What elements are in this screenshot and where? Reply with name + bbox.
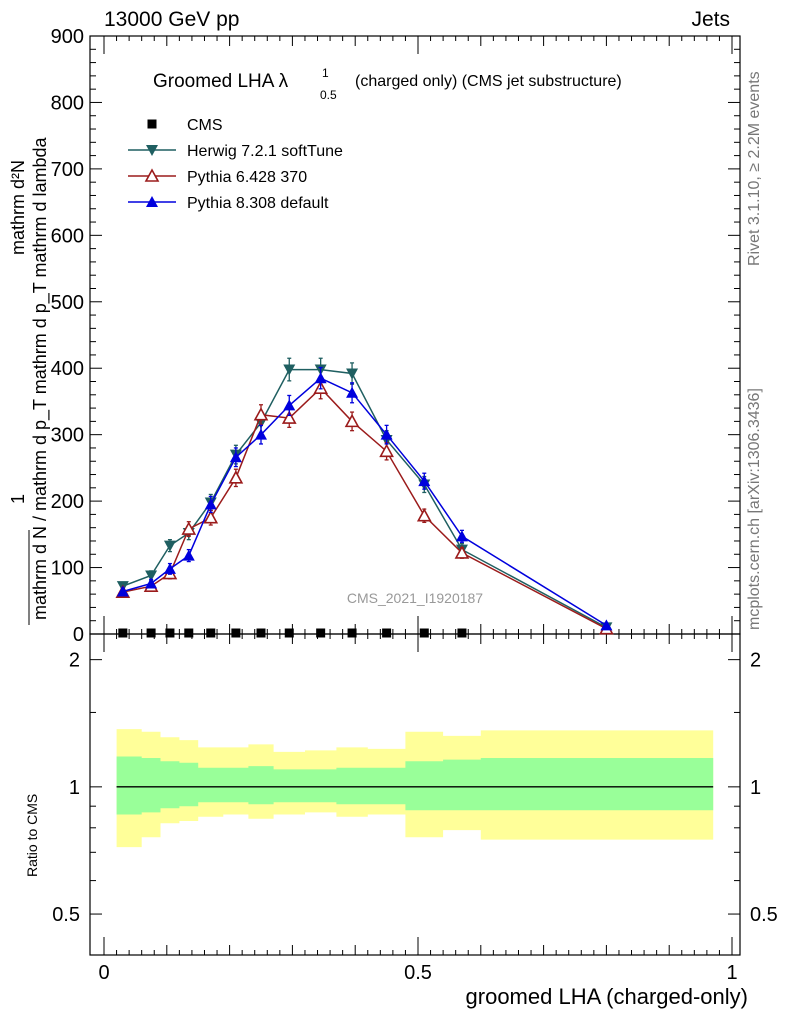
legend-marker xyxy=(144,168,160,182)
y-label-denominator: mathrm d N / mathrm d p_T mathrm d p_T m… xyxy=(30,137,51,620)
main-y-tick-label: 0 xyxy=(73,624,84,646)
data-point xyxy=(229,451,242,463)
data-point xyxy=(283,364,296,376)
data-point xyxy=(600,619,613,631)
legend-label: Pythia 8.308 default xyxy=(187,195,329,212)
main-y-tick-label: 800 xyxy=(51,92,84,114)
plot-frames xyxy=(89,35,741,956)
series-3 xyxy=(116,366,613,631)
watermark: CMS_2021_I1920187 xyxy=(347,590,483,606)
data-point xyxy=(181,521,197,535)
main-y-tick-label: 600 xyxy=(51,225,84,247)
ratio-y-tick-label: 1 xyxy=(69,777,80,799)
data-point xyxy=(346,368,359,380)
y-label-one: 1 xyxy=(8,494,28,504)
data-point xyxy=(231,628,241,638)
data-point xyxy=(255,428,267,440)
x-tick-label: 1 xyxy=(726,962,737,984)
data-point xyxy=(455,530,468,542)
main-y-tick-label: 500 xyxy=(51,292,84,314)
ratio-y-tick-label: 0.5 xyxy=(52,904,80,926)
x-tick-label: 0.5 xyxy=(404,962,432,984)
main-y-tick-label: 700 xyxy=(51,159,84,181)
data-point xyxy=(416,508,432,522)
data-point xyxy=(182,549,195,561)
data-point xyxy=(184,628,194,638)
plot-text: 0 100 200 300 400 500 600 700 800 900 0 0.5 1 0.5 0.5 1… xyxy=(8,26,778,984)
data-point xyxy=(379,443,394,458)
legend-label: Herwig 7.2.1 softTune xyxy=(187,143,343,160)
header-category: Jets xyxy=(691,8,730,31)
data-point xyxy=(316,628,326,638)
data-point xyxy=(203,510,219,524)
data-point xyxy=(146,628,156,638)
series-0 xyxy=(118,628,467,638)
data-point xyxy=(314,372,327,384)
ratio-y-tick-label: 2 xyxy=(69,650,80,672)
data-point xyxy=(418,475,431,487)
data-point xyxy=(380,428,393,440)
data-point xyxy=(346,386,359,398)
ratio-y-tick-label-right: 1 xyxy=(750,777,761,799)
ratio-band-stat xyxy=(116,756,714,815)
data-point xyxy=(165,628,175,638)
data-point xyxy=(283,399,296,411)
header-process: 13000 GeV pp xyxy=(104,8,240,31)
data-point xyxy=(116,585,129,597)
main-y-axis-label: mathrm d N / mathrm d p_T mathrm d p_T m… xyxy=(8,137,51,625)
data-point xyxy=(419,628,429,638)
data-point xyxy=(344,413,360,428)
chart-title-sup: 1 xyxy=(322,66,329,80)
main-series xyxy=(115,357,614,638)
main-y-tick-label: 100 xyxy=(51,558,84,580)
data-point xyxy=(145,577,158,589)
chart-title: Groomed LHA λ xyxy=(153,71,289,92)
data-point xyxy=(118,628,128,638)
ratio-bands xyxy=(116,729,714,848)
data-point xyxy=(145,570,158,582)
data-point xyxy=(347,628,357,638)
chart-title-sub: 0.5 xyxy=(320,88,337,102)
legend: CMS Herwig 7.2.1 softTune Pythia 6.428 370… xyxy=(128,117,343,212)
data-point xyxy=(206,628,216,638)
axis-ticks xyxy=(90,35,740,955)
series-line xyxy=(122,377,607,627)
data-point xyxy=(256,628,266,638)
data-point xyxy=(281,410,297,424)
x-axis-label: groomed LHA (charged-only) xyxy=(465,984,748,1009)
data-point xyxy=(204,498,217,510)
data-point xyxy=(454,545,470,559)
ratio-y-tick-label-right: 0.5 xyxy=(750,904,778,926)
legend-marker xyxy=(147,119,157,129)
ratio-plot-frame xyxy=(89,633,741,956)
data-point xyxy=(163,562,176,574)
data-point xyxy=(382,628,392,638)
data-point xyxy=(284,628,294,638)
data-point xyxy=(457,628,467,638)
main-y-tick-label: 400 xyxy=(51,358,84,380)
x-tick-label: 0 xyxy=(98,962,109,984)
legend-label: Pythia 6.428 370 xyxy=(187,169,307,186)
main-y-tick-label: 200 xyxy=(51,491,84,513)
data-point xyxy=(228,470,244,484)
main-y-tick-label: 900 xyxy=(51,26,84,48)
main-y-tick-label: 300 xyxy=(51,425,84,447)
ratio-y-axis-label: Ratio to CMS xyxy=(24,794,40,877)
chart-title-suffix: (charged only) (CMS jet substructure) xyxy=(355,73,622,90)
y-label-numerator: mathrm d²N xyxy=(8,160,28,255)
legend-marker xyxy=(146,145,158,156)
legend-marker xyxy=(146,196,158,207)
legend-label: CMS xyxy=(187,117,223,134)
data-point xyxy=(163,540,176,552)
ratio-y-tick-label-right: 2 xyxy=(750,650,761,672)
data-point xyxy=(253,407,269,421)
